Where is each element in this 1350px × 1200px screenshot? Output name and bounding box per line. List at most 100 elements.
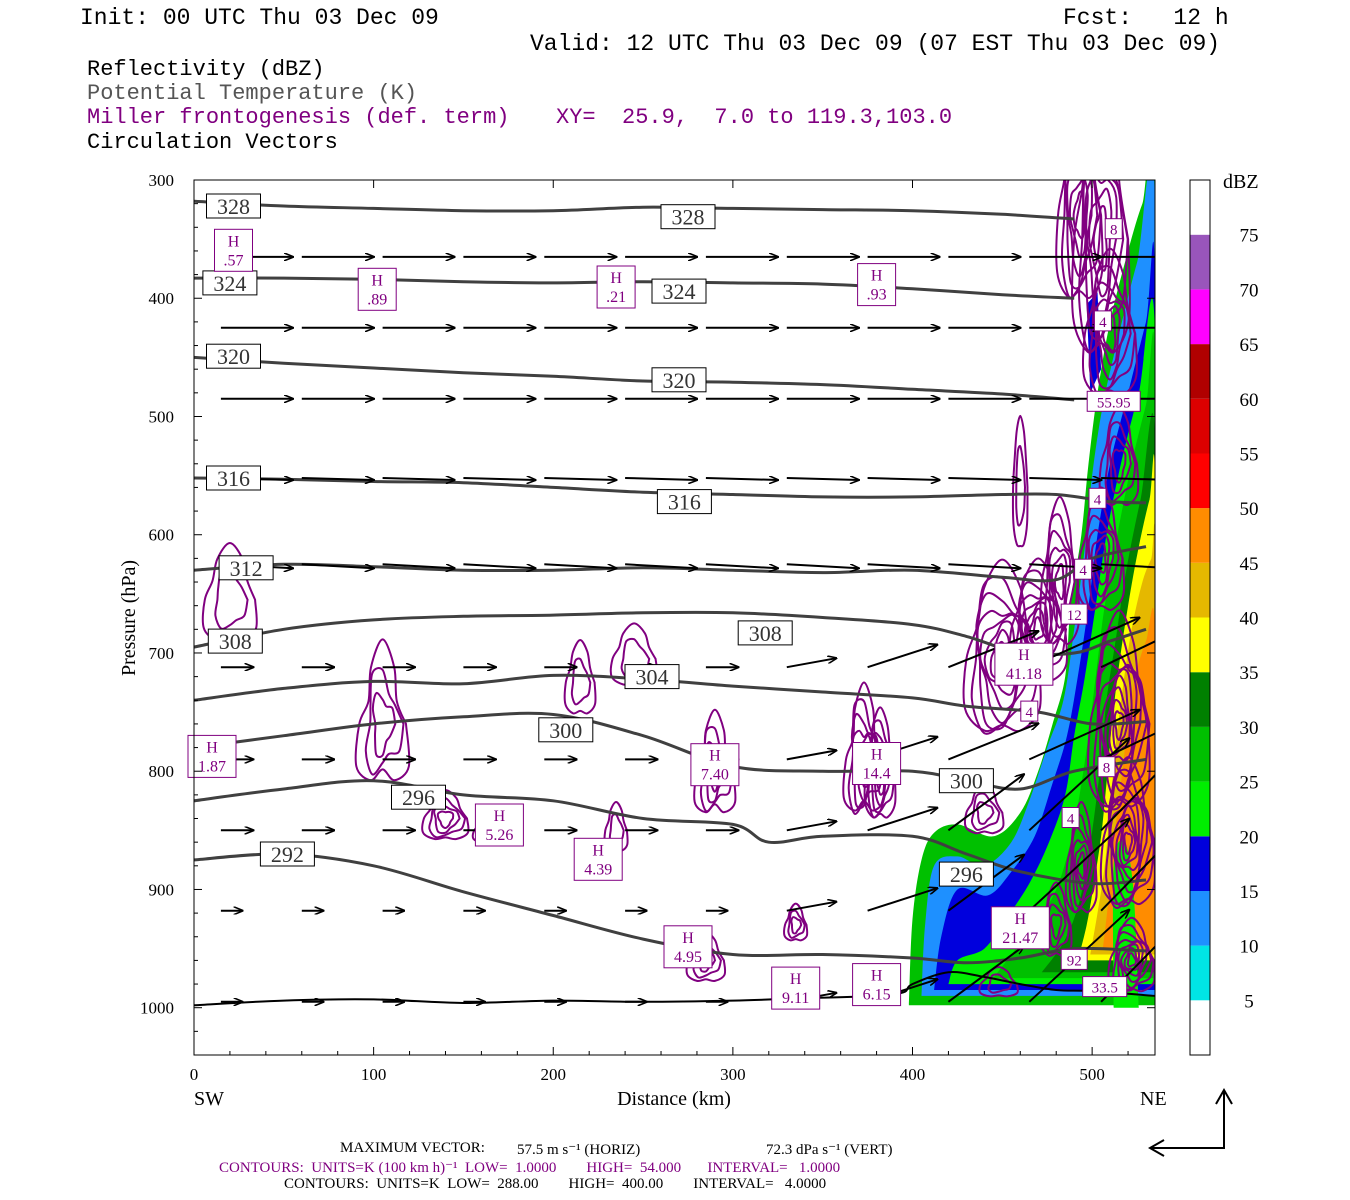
colorbar-swatch — [1190, 836, 1210, 891]
circulation-vector — [625, 563, 697, 568]
isentrope-label-box — [391, 784, 446, 810]
frontogenesis-contour-line — [978, 965, 1019, 998]
frontogenesis-max-label: H 9.11 — [771, 966, 821, 1010]
frontogenesis-contour-line — [979, 613, 1023, 711]
isentrope-label-box — [207, 628, 263, 654]
contour-label-box — [1074, 558, 1093, 580]
circulation-vector — [544, 478, 616, 480]
colorbar-label: 15 — [1240, 882, 1259, 903]
colorbar-swatch — [1190, 672, 1210, 727]
frontogenesis-max-label: H .93 — [857, 263, 897, 307]
contour-label-text: 4 — [1094, 492, 1102, 508]
isentrope-label-316: 316 — [656, 489, 712, 515]
frontogenesis-max-value: 5.26 — [485, 827, 513, 844]
x-tick-label: 0 — [190, 1065, 199, 1084]
circulation-vector — [786, 478, 859, 480]
isentrope-label-300: 300 — [938, 768, 994, 794]
contour-label-box — [1060, 948, 1088, 970]
contour-label-text: 8 — [1103, 761, 1111, 777]
isentrope-label-box — [538, 717, 594, 743]
circulation-vector — [1028, 710, 1139, 761]
colorbar-label: 40 — [1240, 609, 1259, 630]
isentrope-label-text: 312 — [230, 556, 263, 581]
x-axis-label: Distance (km) — [617, 1088, 731, 1110]
contour-label-small: 8 — [1104, 218, 1123, 240]
colorbar-swatch — [1190, 453, 1210, 509]
colorbar-swatch — [1190, 945, 1210, 1001]
circulation-vector — [867, 563, 940, 568]
circulation-vector — [1028, 819, 1129, 912]
colorbar-label: 65 — [1240, 335, 1259, 356]
contour-label-small: 4 — [1061, 807, 1080, 828]
isentrope-label-box — [656, 489, 712, 515]
frontogenesis-contour-line — [1123, 831, 1133, 856]
frontogenesis-contour-line — [987, 973, 1013, 994]
frontogenesis-contour-line — [1068, 180, 1089, 259]
frontogenesis-contour-line — [970, 575, 1041, 735]
frontogenesis-max-box — [214, 228, 253, 272]
legend-reflectivity: Reflectivity (dBZ) — [87, 57, 325, 82]
legend-theta: Potential Temperature (K) — [87, 81, 418, 106]
circulation-vector — [1100, 773, 1155, 831]
contour-label-small: 12 — [1060, 603, 1088, 625]
contour-label-text: 12 — [1067, 608, 1082, 624]
frontogenesis-contour-line — [1097, 305, 1121, 366]
frontogenesis-max-letter: H — [592, 842, 604, 859]
contour-label-small: 4 — [1093, 310, 1112, 332]
contour-label-box — [1082, 976, 1128, 998]
frontogenesis-contour-line — [436, 810, 455, 830]
colorbar-swatch — [1190, 726, 1210, 782]
frontogenesis-max-label: H 41.18 — [994, 642, 1054, 686]
contours-theta: CONTOURS: UNITS=K LOW= 288.00 HIGH= 400.… — [284, 1176, 827, 1192]
contour-label-box — [1060, 603, 1088, 625]
contour-labels: 328 328 324 324 320 320 316 316 312 308 308 304 300 3… — [187, 193, 1141, 1010]
frontogenesis-contour-line — [1092, 281, 1132, 390]
frontogenesis-max-label: H 1.87 — [187, 734, 237, 778]
y-tick-label: 400 — [149, 289, 175, 308]
colorbar-label: 45 — [1240, 554, 1259, 575]
frontogenesis-max-value: .89 — [367, 291, 387, 308]
contour-label-box — [1104, 218, 1123, 240]
frontogenesis-contour-line — [1104, 421, 1137, 503]
ne-label: NE — [1140, 1088, 1167, 1110]
frontogenesis-contour-line — [1107, 916, 1155, 993]
y-tick-label: 700 — [149, 644, 175, 663]
contour-label-text: 55.95 — [1097, 395, 1131, 411]
max-vector-vert: 72.3 dPa s⁻¹ (VERT) — [766, 1142, 893, 1158]
y-tick-label: 1000 — [140, 999, 174, 1018]
plot-frame — [193, 179, 1156, 1056]
frontogenesis-max-label: H 4.95 — [663, 925, 713, 969]
isentrope-label-text: 304 — [636, 665, 669, 690]
frontogenesis-contour-line — [976, 801, 995, 825]
frontogenesis-max-letter: H — [682, 930, 694, 947]
circulation-vector — [786, 563, 859, 568]
isentrope-label-box — [737, 620, 793, 646]
x-tick-label: 500 — [1079, 1065, 1105, 1084]
circulation-vector — [948, 723, 1038, 761]
isentrope-label-328: 328 — [660, 204, 716, 230]
circulation-vector — [301, 478, 374, 480]
frontogenesis-max-value: .57 — [224, 252, 244, 269]
circulation-vector — [1101, 477, 1155, 481]
isentrope-label-320: 320 — [206, 343, 261, 369]
frontogenesis-max-letter: H — [371, 272, 383, 289]
circulation-vector — [1028, 738, 1129, 832]
x-tick-label: 100 — [361, 1065, 387, 1084]
x-tick-label: 400 — [900, 1065, 926, 1084]
frontogenesis-max-letter: H — [228, 233, 240, 250]
frontogenesis-contour-line — [1092, 205, 1108, 272]
frontogenesis-max-box — [857, 263, 897, 307]
circulation-vector — [463, 563, 535, 568]
circulation-vector — [867, 645, 938, 669]
frontogenesis-contour-line — [790, 916, 803, 935]
frontogenesis-contour-line — [1111, 448, 1127, 484]
frontogenesis-max-box — [690, 743, 740, 787]
colorbar-swatch — [1190, 398, 1210, 454]
circulation-vector — [544, 563, 616, 568]
isentrope-label-296: 296 — [938, 861, 994, 887]
circulation-vector — [786, 750, 837, 761]
sw-label: SW — [194, 1088, 224, 1110]
isentrope-label-text: 328 — [217, 194, 250, 219]
contour-label-text: 33.5 — [1092, 981, 1118, 997]
frontogenesis-contour-line — [1050, 913, 1063, 941]
